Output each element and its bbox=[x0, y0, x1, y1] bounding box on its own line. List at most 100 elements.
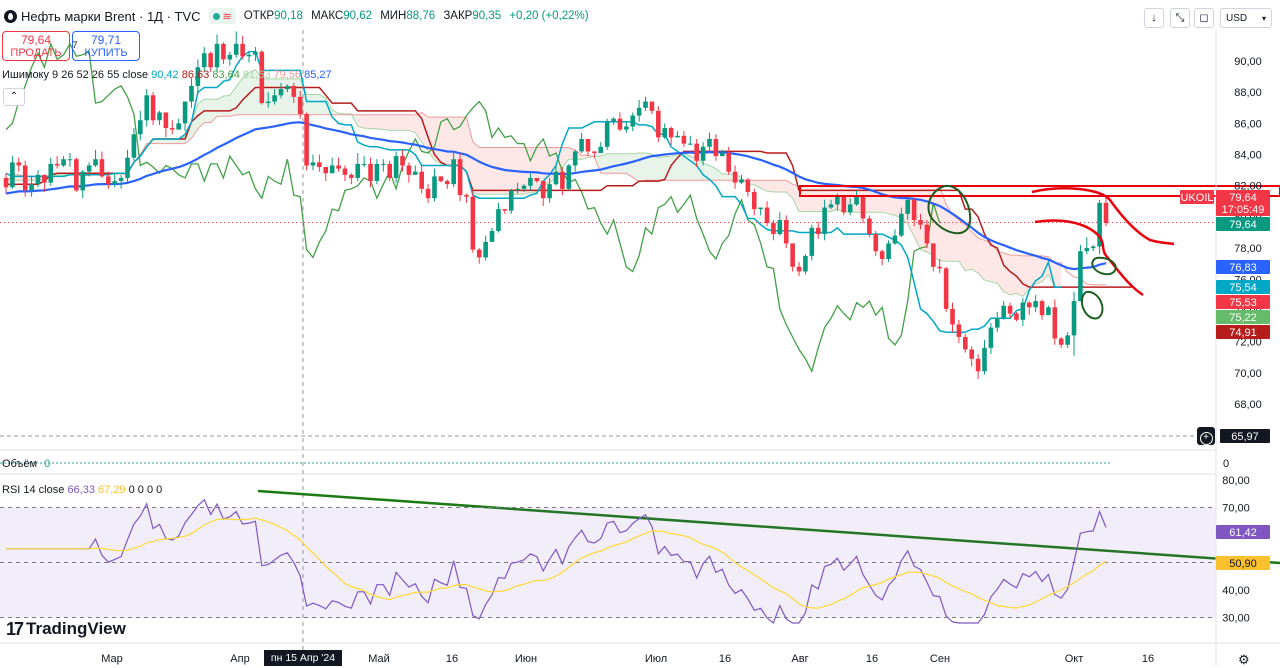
candle bbox=[745, 177, 751, 197]
ichimoku-legend[interactable]: Ишимоку 9 26 52 26 55 close 90,42 86,63 … bbox=[2, 69, 332, 81]
candle bbox=[828, 199, 834, 210]
sell-button[interactable]: 79,64 ПРОДАТЬ bbox=[2, 31, 70, 61]
forecast-curve-upper bbox=[1031, 187, 1175, 246]
candle bbox=[943, 266, 949, 313]
candle bbox=[118, 174, 124, 189]
candle bbox=[809, 224, 815, 261]
svg-text:75,54: 75,54 bbox=[1229, 282, 1257, 294]
candle bbox=[649, 101, 655, 115]
candle bbox=[975, 354, 981, 380]
candle bbox=[643, 96, 648, 111]
price-tick-label: 86,00 bbox=[1234, 118, 1262, 130]
fullscreen-button[interactable]: ◻ bbox=[1194, 8, 1214, 28]
candle bbox=[342, 165, 348, 182]
add-alert-button[interactable]: + bbox=[1197, 427, 1215, 445]
candle bbox=[751, 188, 757, 216]
rsi-tick-label: 80,00 bbox=[1222, 475, 1250, 487]
buy-button[interactable]: 79,71 КУПИТЬ bbox=[72, 31, 140, 61]
span-price-label: 75,22 bbox=[1216, 310, 1270, 324]
user-drawings[interactable] bbox=[257, 184, 1280, 565]
time-tick-label: Сен bbox=[930, 653, 950, 665]
last-price-label: 79,64 bbox=[1216, 190, 1270, 204]
tradingview-logo[interactable]: 17 TradingView bbox=[6, 618, 126, 639]
time-axis[interactable]: Мар Апр Май 16 Июн Июл 16 Авг 16 Сен Окт 16 bbox=[0, 642, 1280, 665]
span-a bbox=[5, 68, 1062, 298]
cloud-segment bbox=[1016, 255, 1023, 297]
candle bbox=[457, 152, 463, 202]
candle bbox=[163, 112, 169, 138]
cloud-segment bbox=[172, 138, 179, 144]
candle bbox=[1001, 301, 1006, 320]
market-status-badge[interactable]: ≋ bbox=[208, 8, 236, 24]
candle bbox=[611, 117, 616, 125]
ichimoku-value: 85,27 bbox=[301, 69, 332, 81]
cloud-segment bbox=[965, 224, 972, 271]
cloud-segment bbox=[165, 138, 173, 144]
cloud-segment bbox=[223, 95, 230, 117]
candle bbox=[1065, 332, 1070, 348]
candle bbox=[80, 170, 86, 199]
candle bbox=[867, 215, 872, 238]
candle bbox=[790, 243, 795, 272]
candle bbox=[956, 319, 962, 344]
cloud-segment bbox=[159, 138, 166, 144]
ichimoku-value: 86,63 bbox=[178, 69, 210, 81]
candle bbox=[918, 213, 923, 230]
rsi-value: 0 bbox=[134, 484, 144, 496]
candle bbox=[259, 50, 265, 105]
candle bbox=[310, 154, 316, 171]
candle bbox=[35, 170, 41, 188]
symbol-title[interactable]: Нефть марки Brent · 1Д · TVC bbox=[21, 8, 201, 24]
price-axis[interactable]: 90,0088,0086,0084,0082,0080,0078,0076,00… bbox=[1215, 30, 1262, 666]
expand-button[interactable]: ⤡ bbox=[1170, 8, 1190, 28]
cloud-segment bbox=[376, 114, 384, 130]
candle bbox=[1052, 299, 1058, 345]
cloud-segment bbox=[312, 94, 320, 115]
svg-text:79,64: 79,64 bbox=[1229, 192, 1257, 204]
cloud-segment bbox=[581, 155, 588, 160]
cloud-segment bbox=[722, 174, 729, 181]
candle bbox=[566, 163, 572, 191]
candle bbox=[201, 46, 207, 72]
candle bbox=[681, 131, 687, 147]
volume-legend[interactable]: Объём 0 bbox=[2, 458, 51, 470]
candle bbox=[272, 89, 277, 105]
candle bbox=[528, 173, 533, 191]
tradingview-mark-icon: 17 bbox=[6, 618, 24, 639]
candle bbox=[732, 165, 738, 189]
candle bbox=[476, 248, 482, 264]
currency-select[interactable]: USD ▾ bbox=[1220, 8, 1272, 28]
rsi-legend[interactable]: RSI 14 close 66,33 67,29 0 0 0 0 bbox=[2, 484, 163, 496]
ichimoku-lines bbox=[5, 41, 1132, 374]
candle bbox=[636, 99, 642, 122]
time-tick-label: Июл bbox=[645, 653, 667, 665]
candle bbox=[42, 174, 47, 192]
candle bbox=[822, 199, 827, 241]
spread-value: 7 bbox=[72, 40, 78, 50]
candle bbox=[815, 221, 821, 239]
collapse-legend-button[interactable]: ⌃ bbox=[3, 88, 25, 106]
candle bbox=[560, 167, 565, 196]
candle bbox=[48, 157, 54, 186]
candle bbox=[994, 312, 1000, 333]
candle bbox=[99, 151, 105, 178]
price-tick-label: 68,00 bbox=[1234, 399, 1262, 411]
cloud-segment bbox=[671, 154, 678, 181]
candle bbox=[349, 173, 354, 185]
candle bbox=[29, 176, 34, 197]
candle bbox=[317, 154, 322, 172]
ukoil-tag: UKOIL bbox=[1180, 190, 1214, 204]
cloud-segment bbox=[402, 114, 409, 131]
candle bbox=[777, 212, 783, 236]
gear-icon[interactable]: ⚙ bbox=[1238, 652, 1250, 667]
candle bbox=[707, 132, 712, 153]
arrow-down-button[interactable]: ↓ bbox=[1144, 8, 1164, 28]
wave-icon: ≋ bbox=[222, 10, 232, 23]
candle bbox=[662, 123, 668, 139]
tenkan-price-label: 75,54 bbox=[1216, 280, 1270, 294]
cloud-segment bbox=[306, 94, 313, 115]
candle bbox=[598, 142, 604, 153]
candle bbox=[585, 138, 591, 157]
countdown-label: 17:05:49 bbox=[1216, 202, 1270, 216]
